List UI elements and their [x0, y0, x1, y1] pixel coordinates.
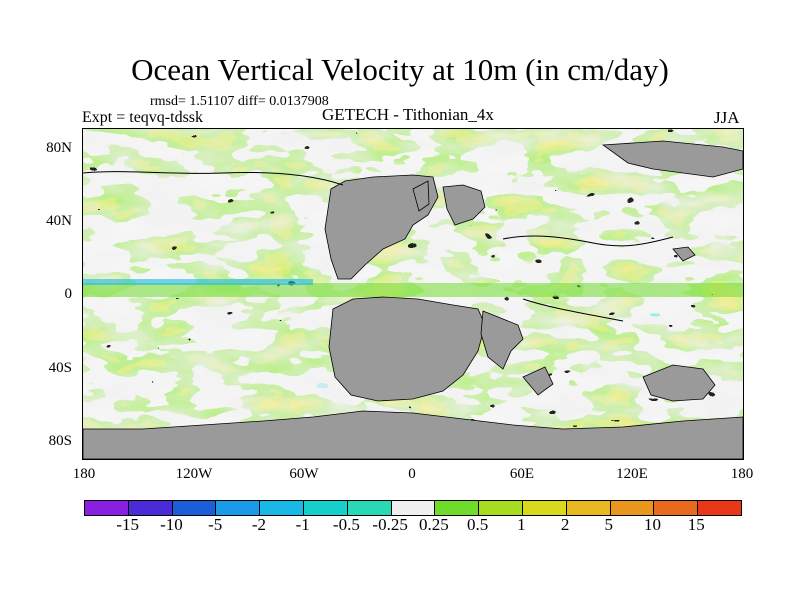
colorbar-swatch: [391, 501, 436, 515]
experiment-label: Expt = teqvq-tdssk: [82, 109, 204, 126]
landmass-antarctica: [83, 410, 743, 459]
lon-label-120w: 120W: [175, 466, 213, 482]
colorbar-tick-label: -0.5: [332, 515, 360, 534]
colorbar-tick-label: -10: [160, 515, 183, 534]
colorbar-swatch: [303, 501, 348, 515]
colorbar-swatch: [128, 501, 173, 515]
stats-text: rmsd= 1.51107 diff= 0.0137908: [150, 94, 329, 109]
lon-label-60w: 60W: [289, 466, 319, 482]
lat-label-40s: 40S: [48, 360, 72, 376]
map-panel: [82, 128, 744, 460]
landmass-island: [672, 246, 696, 262]
center-subtitle: GETECH - Tithonian_4x: [322, 105, 494, 124]
colorbar-swatch: [347, 501, 392, 515]
plot-title: Ocean Vertical Velocity at 10m (in cm/da…: [131, 52, 669, 87]
lon-label-180w: 180: [72, 466, 96, 482]
colorbar-swatch: [435, 501, 480, 515]
landmass-australia: [642, 364, 716, 402]
colorbar-tick-label: -0.25: [372, 515, 408, 534]
colorbar-swatch: [260, 501, 304, 515]
coastline-tethys: [502, 235, 674, 247]
landmass-asia-north: [601, 140, 743, 178]
colorbar-tick-label: -1: [295, 515, 310, 534]
colorbar-swatch: [566, 501, 611, 515]
colorbar-tick-label: 0.5: [466, 515, 489, 534]
landmass-north-america: [324, 174, 439, 280]
colorbar-swatch: [172, 501, 217, 515]
colorbar-tick-label: 1: [517, 515, 526, 534]
lon-label-60e: 60E: [509, 466, 535, 482]
colorbar-swatch: [216, 501, 261, 515]
landmass-africa-fragment: [480, 310, 524, 370]
lat-label-0: 0: [64, 286, 73, 302]
colorbar-tick-label: 2: [560, 515, 570, 534]
coastline-southern: [522, 298, 624, 322]
colorbar-tick-label: 5: [604, 515, 614, 534]
landmass-gondwana-west: [328, 296, 486, 402]
landmass-europe-block: [442, 184, 486, 226]
lat-label-80s: 80S: [48, 433, 72, 449]
colorbar: [84, 500, 742, 516]
lon-label-120e: 120E: [616, 466, 648, 482]
lon-label-180e: 180: [730, 466, 754, 482]
colorbar-tick-label: -5: [208, 515, 223, 534]
lat-label-40n-axis: 40N: [46, 213, 72, 229]
colorbar-tick-label: 15: [687, 515, 705, 534]
colorbar-swatch: [698, 501, 741, 515]
colorbar-tick-label: -2: [251, 515, 266, 534]
colorbar-swatch: [654, 501, 699, 515]
colorbar-swatch: [85, 501, 129, 515]
landmass-india: [522, 366, 554, 396]
lon-label-0: 0: [408, 466, 416, 482]
equatorial-band: [83, 283, 743, 297]
map-canvas: [83, 129, 743, 459]
equatorial-upwelling-west: [83, 279, 313, 285]
season-label: JJA: [714, 108, 740, 127]
colorbar-tick-label: 10: [644, 515, 662, 534]
colorbar-tick-label: 0.25: [418, 515, 449, 534]
colorbar-swatch: [522, 501, 567, 515]
coastline-arctic: [83, 171, 344, 186]
lat-label-80n-axis: 80N: [46, 140, 72, 156]
landmass-greenland-arm: [412, 180, 430, 212]
paleo-coastlines: [83, 171, 674, 322]
colorbar-swatch: [479, 501, 523, 515]
land-masses: [83, 140, 743, 459]
colorbar-swatch: [610, 501, 655, 515]
colorbar-tick-label: -15: [116, 515, 140, 534]
